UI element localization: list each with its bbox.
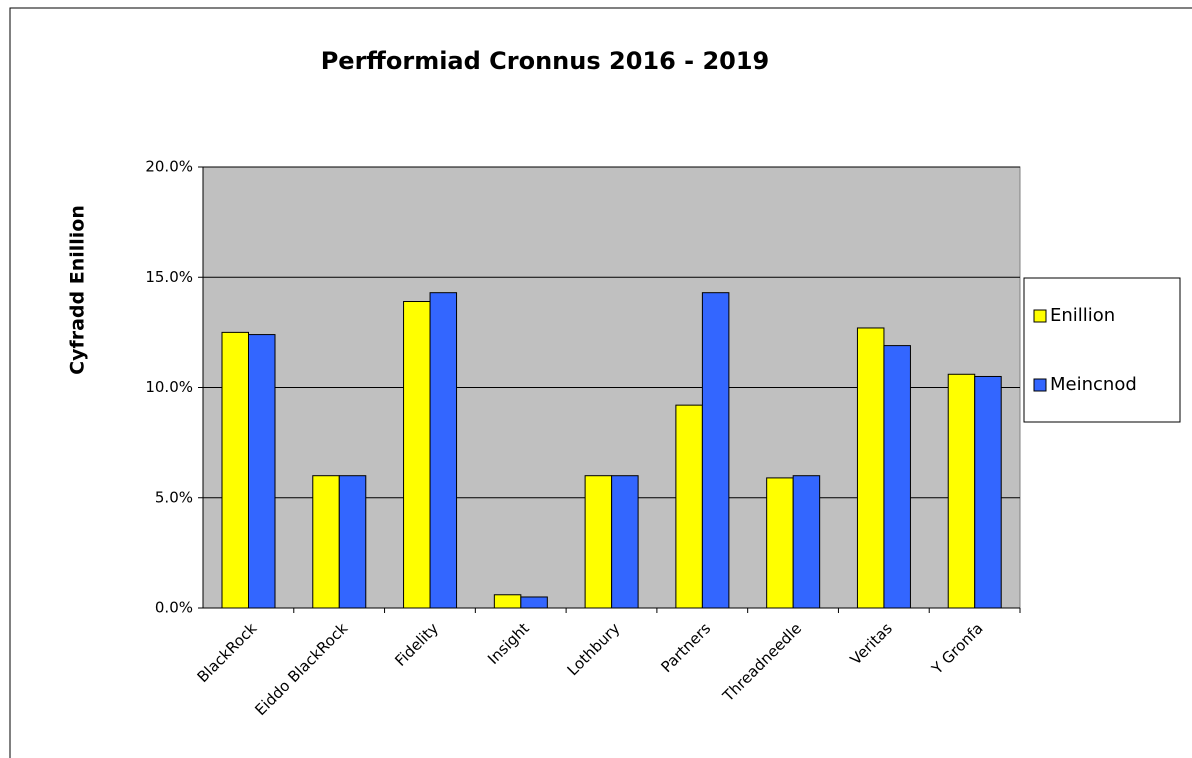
bar — [403, 301, 431, 609]
bar — [947, 373, 976, 609]
y-tick-label: 15.0% — [145, 268, 193, 286]
x-tick-label: Lothbury — [564, 619, 624, 679]
legend — [1023, 277, 1181, 423]
y-tick-label: 0.0% — [155, 599, 193, 617]
bar — [974, 375, 1002, 609]
bar — [520, 596, 548, 609]
x-tick-label: Y Gronfa — [928, 619, 987, 678]
chart-title: Perfformiad Cronnus 2016 - 2019 — [321, 47, 770, 75]
x-tick-label: Threadneedle — [719, 619, 806, 706]
y-tick-label: 5.0% — [155, 488, 193, 506]
bar — [221, 331, 249, 609]
bar — [493, 594, 522, 609]
x-tick-label: Fidelity — [391, 619, 442, 670]
legend-label: Enillion — [1050, 305, 1115, 326]
bar — [766, 477, 794, 609]
x-tick-label: Eiddo BlackRock — [251, 619, 351, 719]
x-tick-label: Insight — [484, 619, 533, 668]
legend-swatch — [1033, 309, 1047, 323]
x-tick-label: Partners — [657, 619, 714, 676]
bar — [312, 475, 340, 609]
bar — [701, 292, 730, 609]
bar — [248, 334, 276, 609]
bar — [883, 345, 911, 609]
legend-swatch — [1033, 378, 1047, 392]
bar — [611, 475, 639, 609]
y-tick-label: 10.0% — [145, 378, 193, 396]
x-tick-label: BlackRock — [194, 619, 261, 686]
x-tick-label: Veritas — [847, 619, 896, 668]
legend-label: Meincnod — [1050, 374, 1137, 395]
bar — [338, 475, 367, 609]
bar — [856, 327, 885, 609]
y-tick-label: 20.0% — [145, 158, 193, 176]
bar — [792, 475, 821, 609]
frame — [9, 7, 1192, 758]
y-axis-label: Cyfradd Enillion — [67, 205, 89, 375]
bar — [584, 475, 613, 609]
bar — [675, 404, 703, 609]
bar — [429, 292, 458, 609]
